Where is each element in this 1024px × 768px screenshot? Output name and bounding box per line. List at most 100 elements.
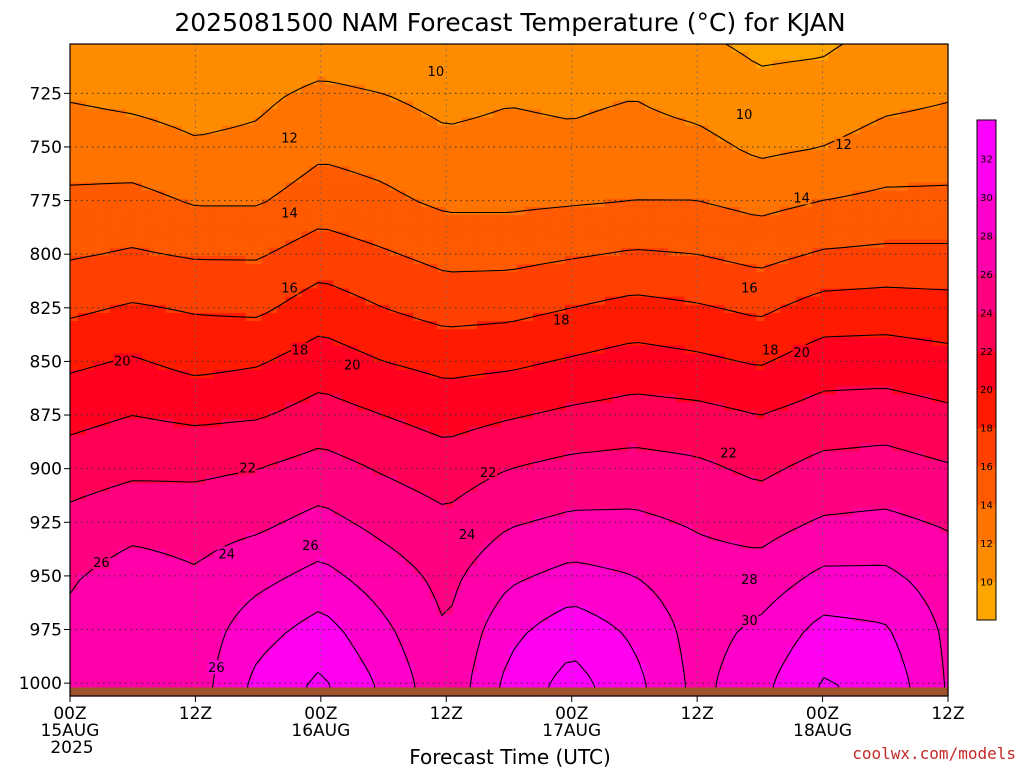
field-cell bbox=[205, 280, 215, 290]
field-cell bbox=[940, 207, 949, 216]
field-cell bbox=[892, 378, 901, 387]
field-cell bbox=[540, 101, 550, 110]
field-cell bbox=[93, 386, 103, 396]
field-cell bbox=[317, 353, 327, 363]
field-cell bbox=[325, 133, 334, 143]
field-cell bbox=[716, 255, 726, 265]
field-cell bbox=[301, 255, 311, 265]
field-cell bbox=[588, 52, 598, 61]
field-cell bbox=[580, 101, 590, 110]
field-cell bbox=[780, 117, 789, 127]
field-cell bbox=[668, 149, 678, 159]
field-cell bbox=[796, 288, 805, 298]
field-cell bbox=[644, 76, 654, 86]
field-cell bbox=[421, 264, 430, 273]
field-cell bbox=[437, 76, 446, 86]
field-cell bbox=[325, 109, 334, 118]
field-cell bbox=[165, 117, 175, 127]
field-cell bbox=[125, 68, 135, 78]
field-cell bbox=[469, 133, 478, 143]
field-cell bbox=[405, 264, 414, 273]
field-cell bbox=[413, 182, 422, 192]
field-cell bbox=[381, 410, 390, 420]
field-cell bbox=[868, 149, 877, 159]
field-cell bbox=[469, 361, 478, 371]
field-cell bbox=[493, 44, 502, 53]
field-cell bbox=[453, 239, 462, 249]
field-cell bbox=[477, 321, 486, 330]
field-cell bbox=[708, 255, 718, 265]
field-cell bbox=[620, 117, 630, 127]
field-cell bbox=[205, 149, 215, 159]
field-cell bbox=[692, 125, 702, 135]
field-cell bbox=[892, 304, 901, 314]
field-cell bbox=[540, 166, 550, 175]
field-cell bbox=[213, 166, 223, 175]
field-cell bbox=[572, 239, 582, 249]
field-cell bbox=[788, 337, 797, 347]
field-cell bbox=[644, 402, 654, 412]
field-cell bbox=[612, 174, 622, 184]
field-cell bbox=[676, 207, 686, 216]
field-cell bbox=[596, 272, 606, 281]
field-cell bbox=[572, 166, 582, 175]
field-cell bbox=[101, 174, 111, 184]
field-cell bbox=[716, 92, 726, 102]
field-cell bbox=[596, 84, 606, 94]
field-cell bbox=[237, 353, 247, 363]
field-cell bbox=[469, 370, 478, 379]
field-cell bbox=[125, 370, 135, 379]
field-cell bbox=[133, 198, 143, 208]
field-cell bbox=[692, 158, 702, 167]
field-cell bbox=[453, 386, 462, 396]
field-cell bbox=[828, 353, 837, 363]
field-cell bbox=[788, 60, 797, 70]
field-cell bbox=[109, 44, 119, 53]
field-cell bbox=[820, 394, 829, 404]
field-cell bbox=[133, 361, 143, 371]
field-cell bbox=[293, 402, 303, 412]
field-cell bbox=[548, 378, 558, 387]
field-cell bbox=[764, 361, 773, 371]
field-cell bbox=[772, 402, 781, 412]
field-cell bbox=[373, 84, 382, 94]
field-cell bbox=[516, 353, 526, 363]
field-cell bbox=[317, 223, 327, 233]
field-cell bbox=[860, 288, 869, 298]
field-cell bbox=[365, 255, 374, 265]
field-cell bbox=[117, 215, 127, 224]
field-cell bbox=[756, 394, 766, 404]
field-cell bbox=[485, 402, 494, 412]
field-cell bbox=[532, 223, 542, 233]
field-cell bbox=[493, 125, 502, 135]
field-cell bbox=[756, 304, 766, 314]
field-cell bbox=[477, 174, 486, 184]
field-cell bbox=[604, 345, 614, 355]
field-cell bbox=[365, 361, 374, 371]
field-cell bbox=[429, 353, 438, 363]
field-cell bbox=[301, 386, 311, 396]
field-cell bbox=[373, 60, 382, 70]
field-cell bbox=[309, 149, 319, 159]
field-cell bbox=[333, 296, 342, 306]
field-cell bbox=[205, 198, 215, 208]
field-cell bbox=[221, 394, 231, 404]
field-cell bbox=[141, 101, 151, 110]
field-cell bbox=[916, 133, 925, 143]
field-cell bbox=[924, 321, 933, 330]
field-cell bbox=[532, 215, 542, 224]
field-cell bbox=[828, 207, 837, 216]
field-cell bbox=[516, 44, 526, 53]
field-cell bbox=[349, 44, 358, 53]
field-cell bbox=[133, 133, 143, 143]
field-cell bbox=[572, 141, 582, 151]
field-cell bbox=[644, 133, 654, 143]
field-cell bbox=[189, 239, 199, 249]
field-cell bbox=[516, 337, 526, 347]
field-cell bbox=[413, 133, 422, 143]
field-cell bbox=[293, 394, 303, 404]
field-cell bbox=[828, 190, 837, 200]
field-cell bbox=[365, 264, 374, 273]
field-cell bbox=[197, 60, 207, 70]
field-cell bbox=[381, 182, 390, 192]
